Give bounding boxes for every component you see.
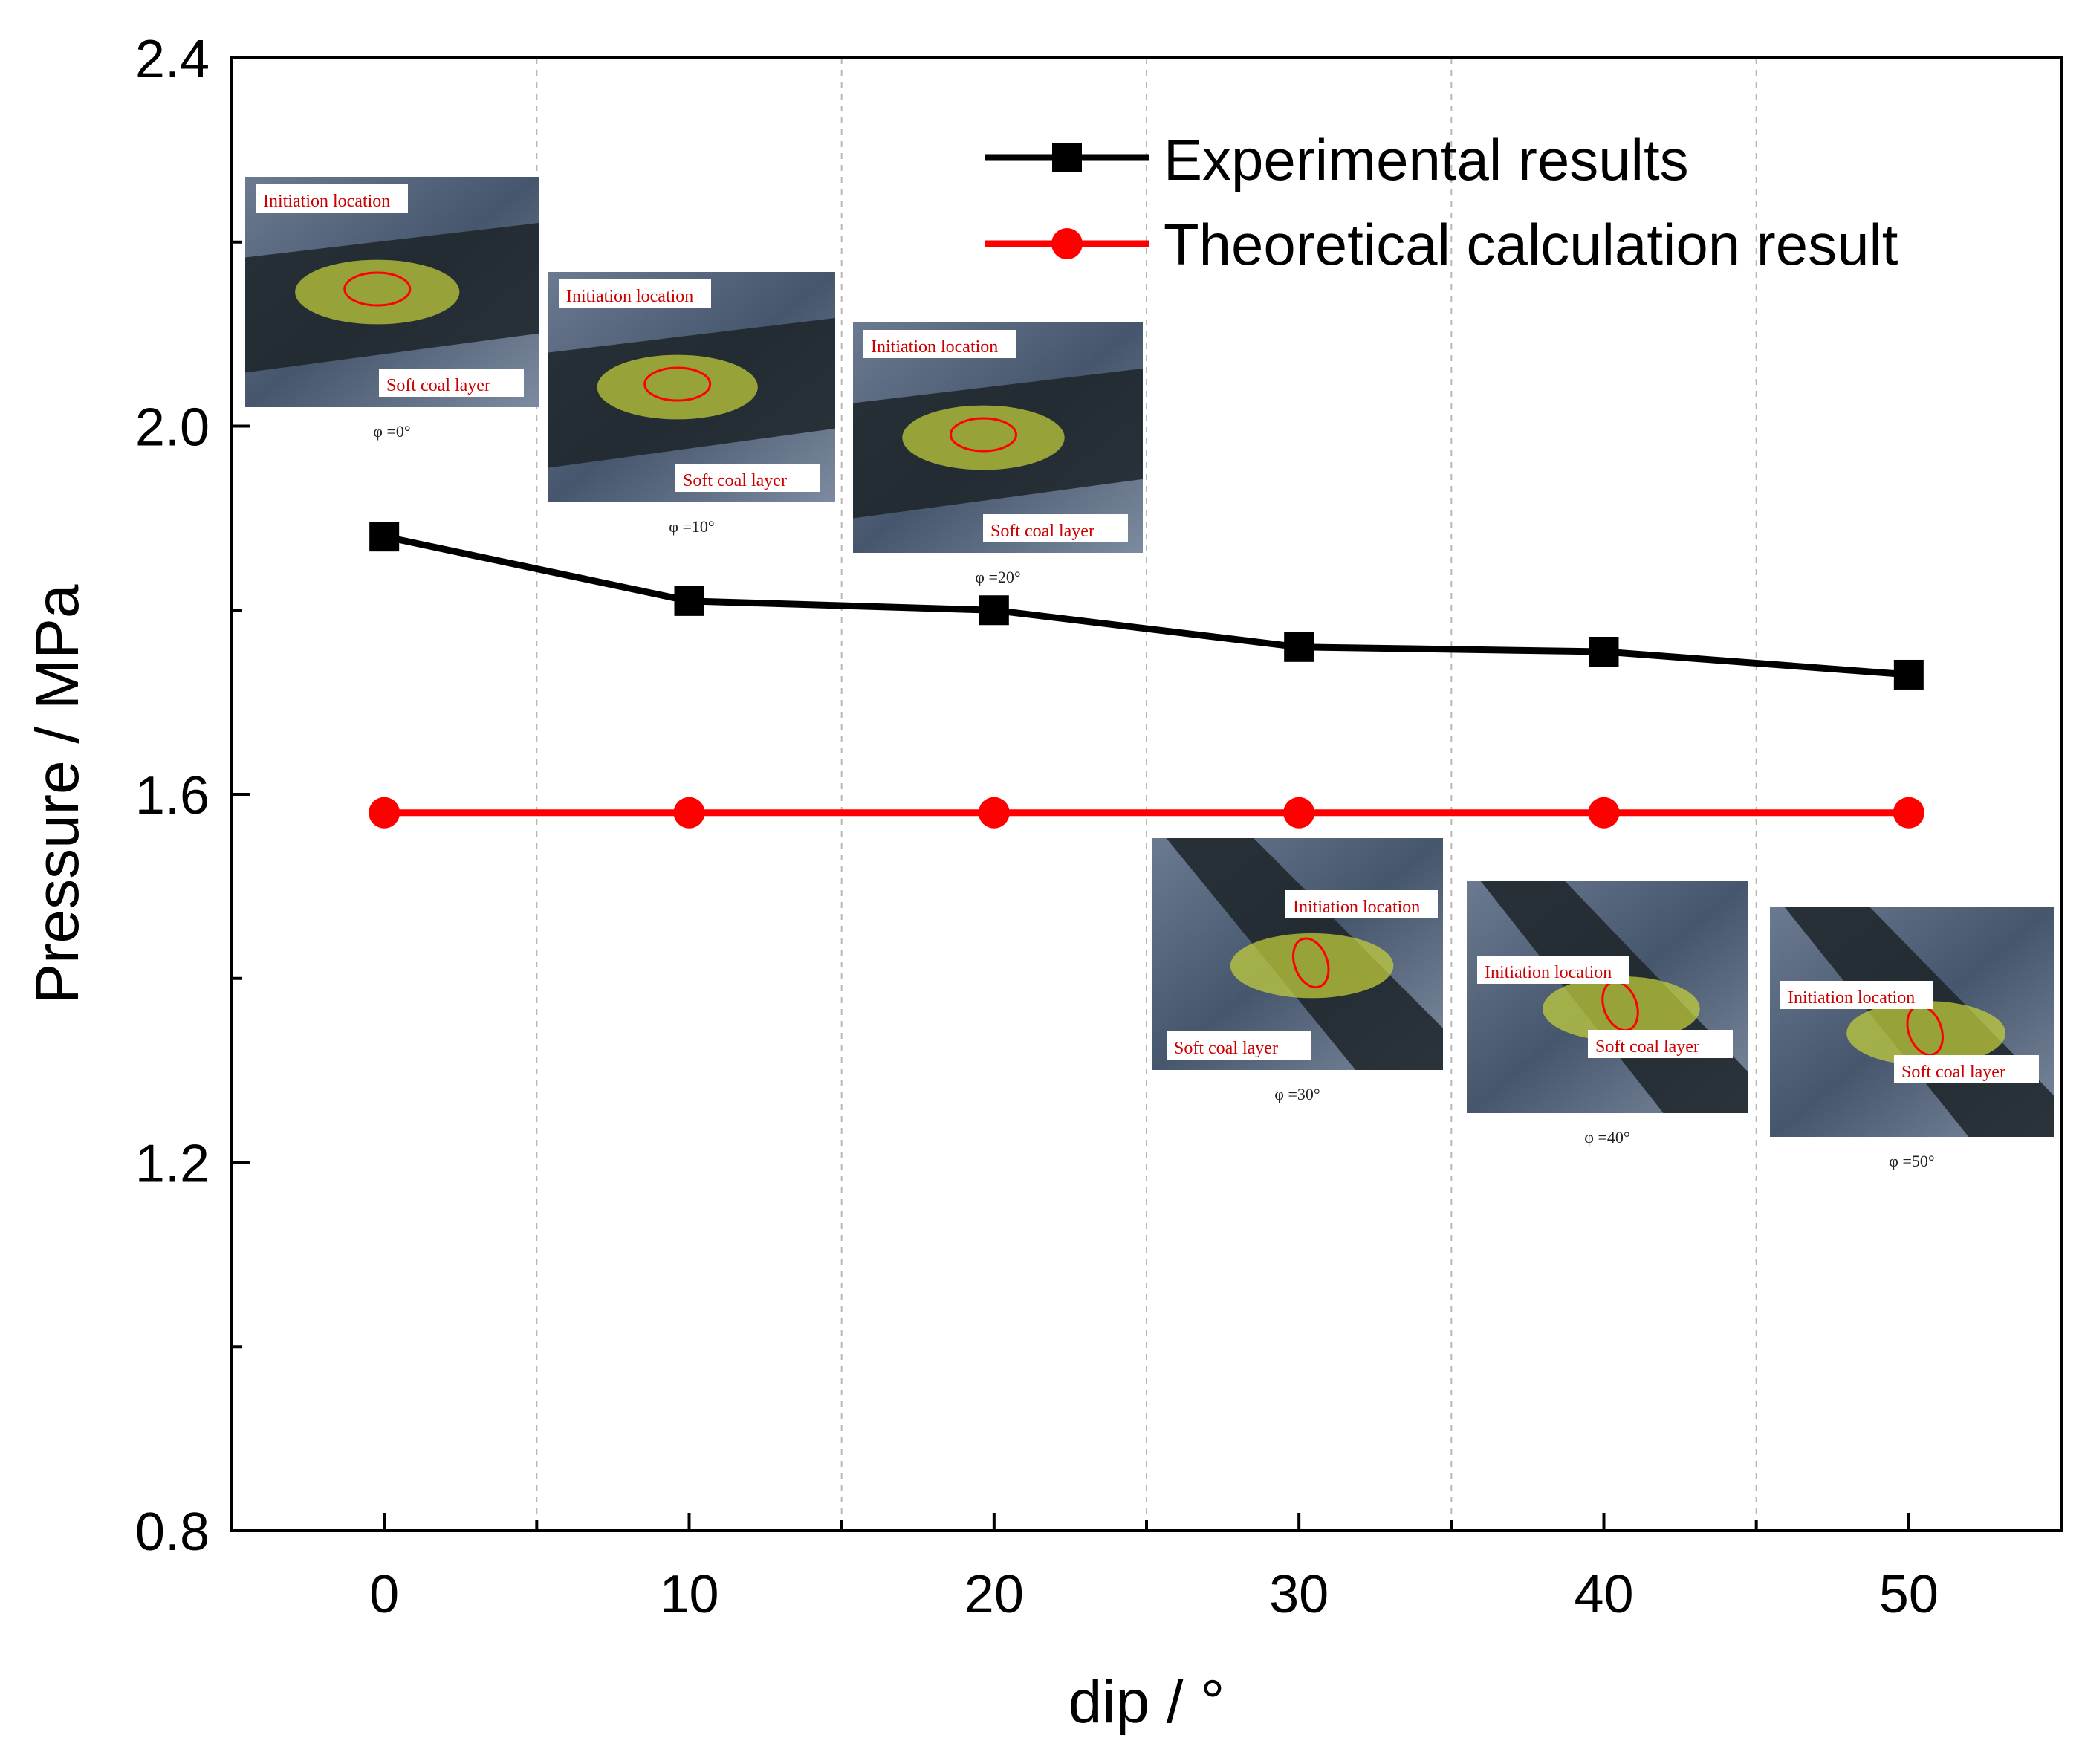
soft-coal-layer-label: Soft coal layer [1595,1037,1699,1057]
soft-coal-layer-label: Soft coal layer [990,522,1094,541]
experimental-line [383,533,1910,678]
tracer-patch [902,405,1065,470]
theoretical-point [1893,797,1924,829]
soft-coal-layer-label: Soft coal layer [1901,1063,2005,1082]
legend: Experimental results Theoretical calcula… [985,127,1898,277]
experimental-point [674,586,704,616]
initiation-marker [1292,937,1330,989]
inset-caption: φ =40° [1584,1128,1629,1147]
label-box [559,279,711,308]
soft-coal-layer-label: Soft coal layer [1174,1039,1278,1058]
inset-photo: Initiation location Soft coal layer φ =50° [1770,907,2054,1170]
legend-marker-circle [1051,228,1083,259]
initiation-location-label: Initiation location [566,287,693,306]
x-tick-label: 0 [369,1565,399,1624]
initiation-location-label: Initiation location [1293,898,1420,917]
inset-caption: φ =50° [1889,1152,1934,1170]
label-box [863,330,1016,358]
experimental-point [979,595,1009,626]
initiation-location-label: Initiation location [871,337,998,357]
inset-photo: Initiation location Soft coal layer φ =20° [853,322,1143,586]
inset-photo: Initiation location Soft coal layer φ =40° [1467,881,1748,1147]
soft-coal-layer-label: Soft coal layer [683,471,787,490]
label-box [1167,1031,1311,1060]
inset-caption: φ =0° [373,422,410,441]
theoretical-point [369,797,400,829]
tracer-patch [1846,1001,2006,1066]
y-tick-label: 2.0 [135,398,210,458]
inset-photo: Initiation location Soft coal layer φ =0° [245,177,539,441]
label-box [379,369,524,397]
tracer-patch [1230,933,1394,999]
grid-lines [536,58,1757,1531]
inset-photo: Initiation location Soft coal layer φ =30° [1152,838,1443,1103]
initiation-marker [643,366,712,402]
x-tick-label: 50 [1879,1565,1939,1624]
series-layer [369,522,1924,829]
soft-coal-layer-label: Soft coal layer [386,376,490,395]
x-axis-title: dip / ° [1068,1668,1225,1736]
y-tick-label: 1.6 [135,766,210,826]
initiation-marker [950,417,1017,453]
tracer-patch [295,259,460,325]
y-tick-label: 0.8 [135,1502,210,1562]
experimental-point [1284,632,1314,662]
initiation-marker [343,271,412,307]
tracer-patch [1543,976,1700,1042]
experimental-point [369,522,400,552]
y-axis-title: Pressure / MPa [24,584,91,1004]
theoretical-point [1283,797,1315,829]
label-box [1780,981,1933,1009]
experimental-point [1893,659,1924,690]
y-tick-label: 1.2 [135,1135,210,1194]
label-box [1477,956,1629,984]
initiation-location-label: Initiation location [263,192,390,211]
legend-label-theoretical: Theoretical calculation result [1164,212,1898,277]
experimental-point [1589,636,1619,667]
theoretical-point [978,797,1010,829]
label-box [1588,1030,1733,1058]
legend-label-experimental: Experimental results [1164,127,1689,192]
theoretical-point [1588,797,1620,829]
x-tick-label: 20 [964,1565,1024,1624]
y-tick-label: 2.4 [135,30,210,89]
x-tick-label: 40 [1574,1565,1633,1624]
initiation-location-label: Initiation location [1788,988,1915,1008]
x-tick-label: 10 [659,1565,719,1624]
x-tick-label: 30 [1269,1565,1329,1624]
inset-photo: Initiation location Soft coal layer φ =10° [548,272,835,536]
label-box [1285,890,1438,918]
label-box [1894,1055,2039,1083]
label-box [256,184,408,213]
initiation-location-label: Initiation location [1485,963,1612,982]
inset-caption: φ =20° [975,568,1020,586]
tick-labels: 0 10 20 30 40 50 0.8 1.2 1.6 2.0 2.4 [135,30,1939,1624]
label-box [983,514,1128,542]
axis-ticks [232,56,1910,1532]
label-box [675,464,820,492]
tracer-patch [597,354,758,420]
legend-marker-square [1052,143,1082,172]
theoretical-point [673,797,705,829]
inset-caption: φ =30° [1274,1085,1320,1103]
inset-caption: φ =10° [669,517,714,536]
